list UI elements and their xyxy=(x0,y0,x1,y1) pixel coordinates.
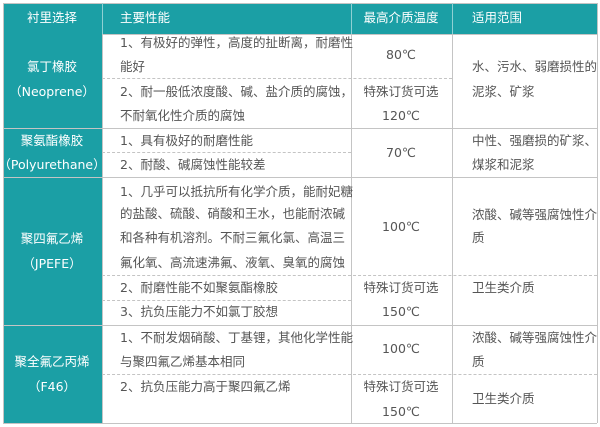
column-divider xyxy=(452,34,453,423)
dashed-divider xyxy=(102,300,351,301)
performance-line: 2、抗负压能力高于聚四氟乙烯 xyxy=(120,379,291,394)
performance-line: 2、耐酸、碱腐蚀性能较差 xyxy=(120,157,266,172)
scope-line: 浓酸、碱等强腐蚀性介 xyxy=(472,207,598,222)
performance-line: 1、几乎可以抵抗所有化学介质，能耐妃糖 xyxy=(120,184,353,199)
lining-name: 聚氨酯橡胶 xyxy=(20,133,84,148)
dashed-divider xyxy=(102,78,452,79)
temperature-note: 特殊订货可选 xyxy=(363,280,439,295)
temperature: 80℃ xyxy=(386,47,416,62)
scope-line: 煤浆和泥浆 xyxy=(472,157,535,172)
column-divider xyxy=(351,3,352,34)
column-divider xyxy=(452,3,453,34)
scope-line: 质 xyxy=(472,230,485,245)
column-divider xyxy=(351,34,352,423)
performance-line: 能好 xyxy=(120,59,146,74)
performance-line: 与聚四氟乙烯基本相同 xyxy=(120,354,246,369)
header-scope: 适用范围 xyxy=(472,10,523,25)
performance-line: 2、耐一般低浓度酸、碱、盐介质的腐蚀， xyxy=(120,84,353,99)
column-divider xyxy=(597,3,598,423)
temperature: 100℃ xyxy=(382,341,420,356)
row-divider xyxy=(3,423,597,424)
dashed-divider xyxy=(102,374,597,375)
header-temperature: 最高介质温度 xyxy=(363,10,439,25)
column-divider xyxy=(3,3,4,423)
performance-line: 不耐氧化性介质的腐蚀 xyxy=(120,108,246,123)
header-lining: 衬里选择 xyxy=(26,10,78,25)
scope-line: 卫生类介质 xyxy=(472,391,535,406)
dashed-divider xyxy=(102,275,597,276)
performance-line: 1、不耐发烟硝酸、丁基锂，其他化学性能 xyxy=(120,330,353,345)
lining-code: （Neoprene） xyxy=(9,84,95,99)
scope-line: 卫生类介质 xyxy=(472,280,535,295)
performance-line: 氟化氧、高流速沸氟、液氧、臭氧的腐蚀 xyxy=(120,255,346,270)
row-divider xyxy=(3,325,597,326)
scope-line: 中性、强磨损的矿浆、 xyxy=(472,133,598,148)
lining-code: （Polyurethane） xyxy=(0,157,106,172)
scope-line: 泥浆、矿浆 xyxy=(472,84,535,99)
lining-code: （F46） xyxy=(27,379,77,394)
temperature: 120℃ xyxy=(382,108,420,123)
performance-line: 2、耐磨性能不如聚氨酯橡胶 xyxy=(120,280,278,295)
header-performance: 主要性能 xyxy=(120,10,171,25)
column-divider xyxy=(102,3,103,34)
performance-line: 的盐酸、硫酸、硝酸和王水，也能耐浓碱 xyxy=(120,206,346,221)
row-divider xyxy=(102,34,597,35)
performance-line: 3、抗负压能力不如氯丁胶想 xyxy=(120,304,278,319)
lining-column-bg xyxy=(3,34,102,423)
lining-code: （JPEFE） xyxy=(22,256,82,271)
temperature: 150℃ xyxy=(382,404,420,419)
performance-line: 1、有极好的弹性，高度的扯断离，耐磨性 xyxy=(120,35,353,50)
scope-line: 浓酸、碱等强腐蚀性介 xyxy=(472,330,598,345)
dashed-divider xyxy=(102,152,351,153)
temperature: 100℃ xyxy=(382,219,420,234)
row-divider xyxy=(3,3,597,4)
column-divider xyxy=(102,34,103,423)
temperature-note: 特殊订货可选 xyxy=(363,379,439,394)
temperature: 150℃ xyxy=(382,304,420,319)
scope-line: 水、污水、弱磨损性的 xyxy=(472,59,598,74)
performance-line: 和各种有机溶剂。不耐三氟化氯、高温三 xyxy=(120,230,346,245)
row-divider xyxy=(3,177,597,178)
lining-name: 聚四氟乙烯 xyxy=(20,231,84,246)
lining-name: 聚全氟乙丙烯 xyxy=(14,354,90,369)
lining-name: 氯丁橡胶 xyxy=(26,59,78,74)
row-divider xyxy=(3,128,597,129)
temperature: 70℃ xyxy=(386,145,416,160)
performance-line: 1、具有极好的耐磨性能 xyxy=(120,133,253,148)
scope-line: 质 xyxy=(472,354,485,369)
temperature-note: 特殊订货可选 xyxy=(363,84,439,99)
